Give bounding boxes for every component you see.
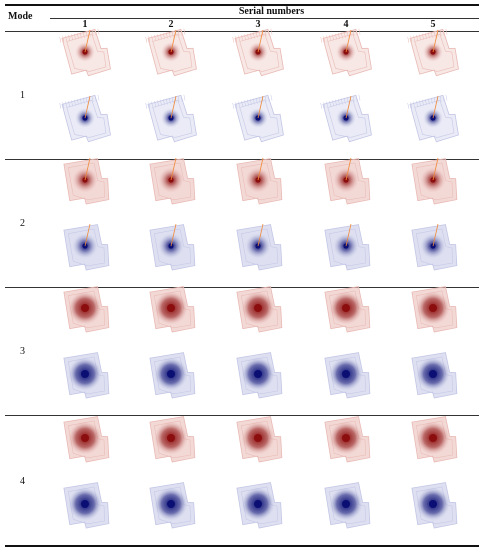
mode-4-red-shape-5 xyxy=(404,412,462,470)
mode-2-blue-shape-3 xyxy=(229,220,287,278)
mode-1-red-shape-4 xyxy=(317,26,375,84)
mode-4-blue-shape-4 xyxy=(317,478,375,536)
mode-4-red-shape-1 xyxy=(56,412,114,470)
mode-3-blue-shape-5 xyxy=(404,348,462,406)
mode-4-blue-shape-3 xyxy=(229,478,287,536)
mode-4-red-shape-3 xyxy=(229,412,287,470)
mode-1-red-shape-3 xyxy=(229,26,287,84)
mode-3-red-shape-2 xyxy=(142,282,200,340)
mode-2-red-shape-4 xyxy=(317,154,375,212)
mode-4-blue-shape-1 xyxy=(56,478,114,536)
mode-3-red-shape-4 xyxy=(317,282,375,340)
mode-3-blue-shape-2 xyxy=(142,348,200,406)
mode-2-blue-shape-1 xyxy=(56,220,114,278)
mode-3-red-shape-3 xyxy=(229,282,287,340)
header-rule xyxy=(5,31,479,32)
mode-2-red-shape-3 xyxy=(229,154,287,212)
column-header-5: 5 xyxy=(430,19,436,30)
mode-label-2: 2 xyxy=(20,218,25,229)
mode-label-1: 1 xyxy=(20,90,25,101)
mode-header: Mode xyxy=(8,11,33,22)
mode-3-red-shape-5 xyxy=(404,282,462,340)
column-header-3: 3 xyxy=(255,19,261,30)
mode-1-blue-shape-1 xyxy=(56,92,114,150)
column-header-4: 4 xyxy=(343,19,349,30)
column-header-1: 1 xyxy=(82,19,88,30)
mode-1-red-shape-2 xyxy=(142,26,200,84)
mode-3-blue-shape-4 xyxy=(317,348,375,406)
serial-header: Serial numbers xyxy=(238,6,305,17)
mode-2-blue-shape-4 xyxy=(317,220,375,278)
mode-label-4: 4 xyxy=(20,476,25,487)
mode-separator-1 xyxy=(5,159,479,160)
mode-4-blue-shape-5 xyxy=(404,478,462,536)
mode-separator-3 xyxy=(5,415,479,416)
mode-3-blue-shape-3 xyxy=(229,348,287,406)
mode-3-blue-shape-1 xyxy=(56,348,114,406)
column-header-2: 2 xyxy=(168,19,174,30)
mode-2-blue-shape-2 xyxy=(142,220,200,278)
mode-2-red-shape-2 xyxy=(142,154,200,212)
mode-2-blue-shape-5 xyxy=(404,220,462,278)
mode-2-red-shape-1 xyxy=(56,154,114,212)
mode-1-red-shape-5 xyxy=(404,26,462,84)
mode-separator-2 xyxy=(5,287,479,288)
mode-1-red-shape-1 xyxy=(56,26,114,84)
mode-1-blue-shape-2 xyxy=(142,92,200,150)
serial-underline xyxy=(50,18,479,19)
top-rule xyxy=(5,4,479,6)
mode-1-blue-shape-3 xyxy=(229,92,287,150)
mode-label-3: 3 xyxy=(20,346,25,357)
bottom-rule xyxy=(5,545,479,547)
mode-1-blue-shape-4 xyxy=(317,92,375,150)
mode-1-blue-shape-5 xyxy=(404,92,462,150)
mode-4-red-shape-2 xyxy=(142,412,200,470)
mode-3-red-shape-1 xyxy=(56,282,114,340)
mode-4-blue-shape-2 xyxy=(142,478,200,536)
mode-4-red-shape-4 xyxy=(317,412,375,470)
mode-2-red-shape-5 xyxy=(404,154,462,212)
